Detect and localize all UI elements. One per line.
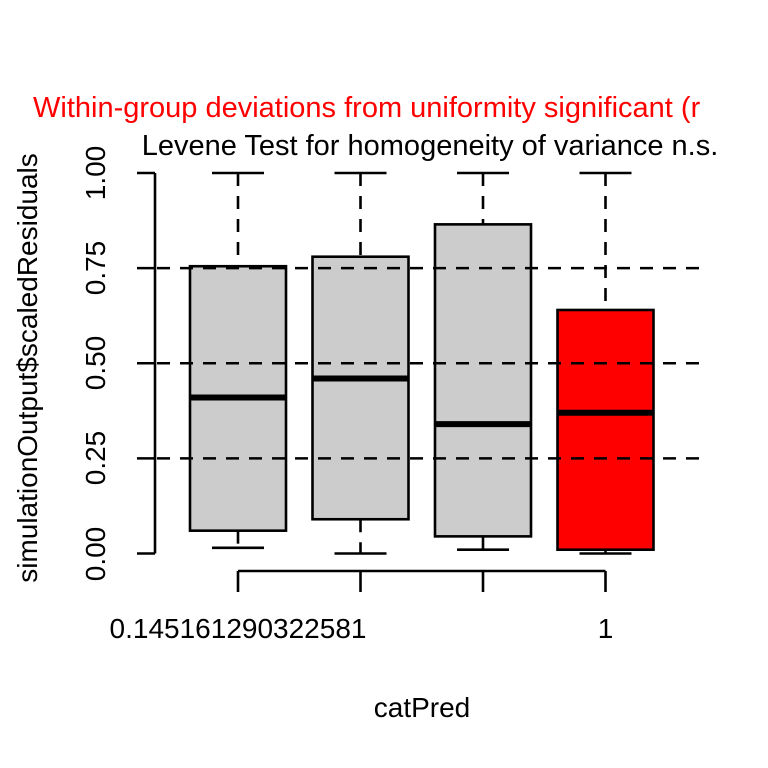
plot-title: Within-group deviations from uniformity … [33,92,701,124]
y-tick-label: 0.25 [80,431,111,486]
plot-subtitle: Levene Test for homogeneity of variance … [141,130,719,162]
y-tick-label: 0.00 [80,526,111,581]
y-tick-label: 0.50 [80,336,111,391]
box-rect [311,255,410,521]
y-axis-label: simulationOutput$scaledResiduals [12,153,43,583]
x-axis-label: catPred [373,692,471,723]
box-rect [433,223,533,538]
y-tick-label: 1.00 [80,145,111,201]
x-tick-label: 1 [597,613,614,644]
box-rect [556,308,655,551]
x-tick-label: 0.145161290322581 [109,613,367,644]
y-tick-label: 0.75 [80,240,111,296]
